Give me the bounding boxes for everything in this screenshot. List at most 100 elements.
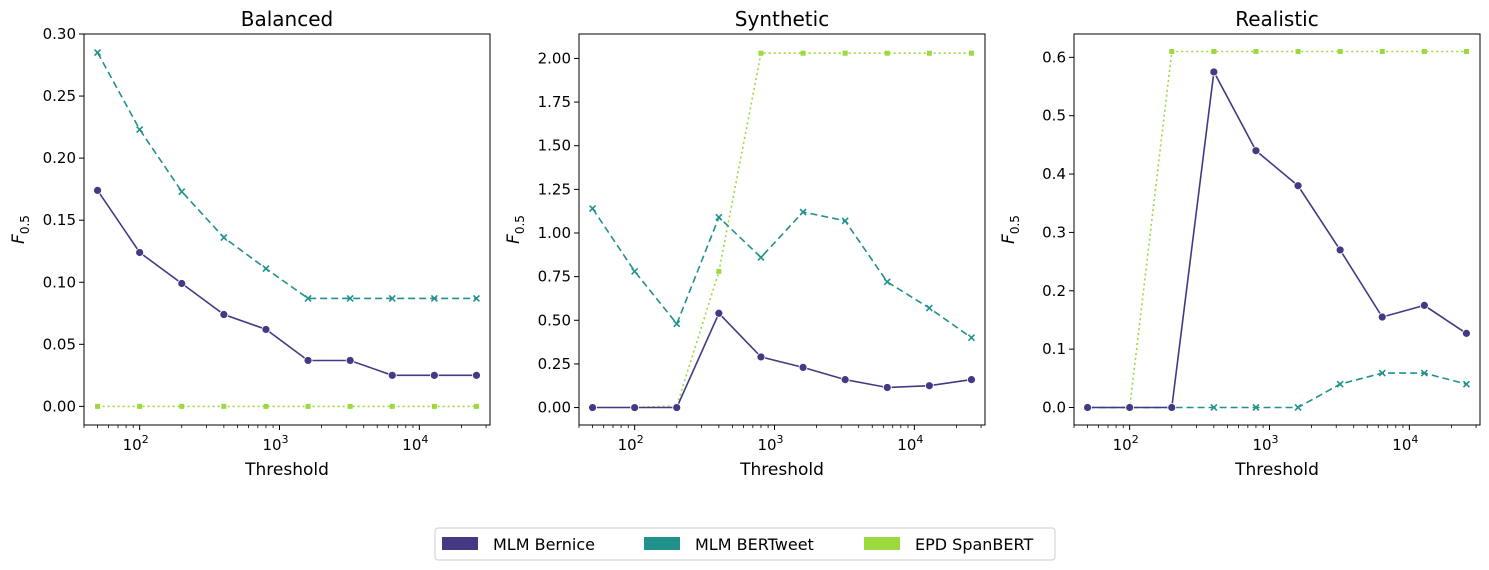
data-point <box>304 294 312 302</box>
y-tick-label: 1.75 <box>538 93 571 111</box>
data-point <box>219 310 229 319</box>
data-point <box>926 50 932 56</box>
x-axis-label: Threshold <box>1234 460 1319 480</box>
legend-label-epd-spanbert: EPD SpanBERT <box>915 535 1033 554</box>
y-tick-label: 0.05 <box>43 335 76 353</box>
y-tick-label: 2.00 <box>538 49 571 67</box>
data-point <box>263 403 269 409</box>
data-point <box>177 279 187 288</box>
data-point <box>1463 49 1469 55</box>
y-tick-label: 0.5 <box>1042 107 1066 125</box>
data-point <box>1253 49 1259 55</box>
data-point <box>347 403 353 409</box>
data-point <box>1295 49 1301 55</box>
y-tick-label: 0.2 <box>1042 282 1066 300</box>
series-line-mlm-bernice <box>592 311 972 409</box>
data-point <box>842 50 848 56</box>
data-point <box>388 294 396 302</box>
y-tick-label: 0.20 <box>43 149 76 167</box>
data-point <box>630 403 640 412</box>
y-axis-label: F0.5 <box>999 215 1022 244</box>
data-point-stroke <box>262 265 270 273</box>
series-line-mlm-bertweet <box>96 52 477 300</box>
plot-frame <box>83 33 491 426</box>
data-point <box>1083 403 1092 412</box>
data-point-stroke <box>1378 369 1386 377</box>
y-tick-label: 0.3 <box>1042 223 1066 241</box>
data-point <box>925 304 933 312</box>
data-point <box>840 375 850 385</box>
data-point <box>1125 403 1135 412</box>
series-mlm-bernice <box>588 308 976 412</box>
data-point-stroke <box>430 294 438 302</box>
x-tick-label: 102 <box>618 433 644 454</box>
data-point <box>1419 300 1429 310</box>
data-point-stroke <box>93 49 102 57</box>
data-point <box>716 268 722 274</box>
data-point <box>262 265 270 273</box>
series-line-epd-spanbert <box>1087 50 1467 409</box>
data-point <box>1211 49 1217 55</box>
legend-label-mlm-bernice: MLM Bernice <box>493 535 595 554</box>
data-point <box>924 381 934 391</box>
data-point <box>1210 403 1218 412</box>
y-tick-label: 0.30 <box>43 25 76 43</box>
data-point <box>1462 328 1471 338</box>
chart-title: Balanced <box>241 7 333 31</box>
data-point-stroke <box>1420 369 1428 377</box>
legend-swatch-mlm-bernice <box>442 537 478 550</box>
data-point <box>883 278 891 286</box>
series-mlm-bertweet <box>588 204 976 342</box>
legend-swatch-mlm-bertweet <box>644 537 680 550</box>
data-point <box>178 188 186 196</box>
x-tick-label: 104 <box>1392 433 1418 454</box>
data-point <box>95 403 101 409</box>
data-point-stroke <box>388 294 396 302</box>
y-tick-label: 0.75 <box>538 268 571 286</box>
x-axis-label: Threshold <box>244 460 329 480</box>
y-tick-label: 0.4 <box>1042 165 1066 183</box>
y-axis-label: F0.5 <box>504 215 527 244</box>
y-tick-label: 0.00 <box>538 399 571 417</box>
y-tick-label: 0.15 <box>43 211 76 229</box>
data-point <box>387 370 397 380</box>
y-tick-label: 0.0 <box>1042 398 1066 416</box>
data-point-stroke <box>1336 380 1344 388</box>
data-point-stroke <box>304 294 312 302</box>
data-point <box>841 217 849 225</box>
data-point <box>631 267 639 275</box>
x-tick-label: 102 <box>123 433 149 454</box>
y-tick-label: 0.6 <box>1042 48 1066 66</box>
data-point <box>389 403 395 409</box>
data-point <box>1462 380 1471 388</box>
plot-frame <box>1073 33 1481 426</box>
data-point-stroke <box>715 213 723 221</box>
data-point-stroke <box>967 334 976 342</box>
data-point <box>1251 146 1261 156</box>
chart-title: Synthetic <box>735 7 829 31</box>
y-tick-label: 1.50 <box>538 137 571 155</box>
legend-frame <box>434 527 1056 561</box>
data-point-stroke <box>883 278 891 286</box>
data-point-stroke <box>588 204 597 213</box>
series-line-mlm-bernice <box>1087 69 1467 409</box>
data-point <box>968 50 974 56</box>
data-point <box>220 234 228 242</box>
x-tick-label: 103 <box>757 433 783 454</box>
data-point-stroke <box>631 267 639 275</box>
chart-title: Realistic <box>1235 7 1319 31</box>
x-tick-label: 104 <box>897 433 923 454</box>
data-point <box>757 253 765 261</box>
data-point-stroke <box>799 208 807 216</box>
series-epd-spanbert <box>95 403 479 409</box>
chart-panels: Balanced 0.00 0.05 0.10 0.15 0.20 0.25 0.30 102 1… <box>9 7 1481 480</box>
data-point <box>221 403 227 409</box>
data-point-stroke <box>841 217 849 225</box>
x-tick-label: 102 <box>1113 433 1139 454</box>
data-point <box>1167 403 1177 412</box>
data-point-stroke <box>136 126 144 134</box>
data-point <box>884 50 890 56</box>
series-line-mlm-bernice <box>96 189 477 377</box>
data-point <box>179 403 185 409</box>
